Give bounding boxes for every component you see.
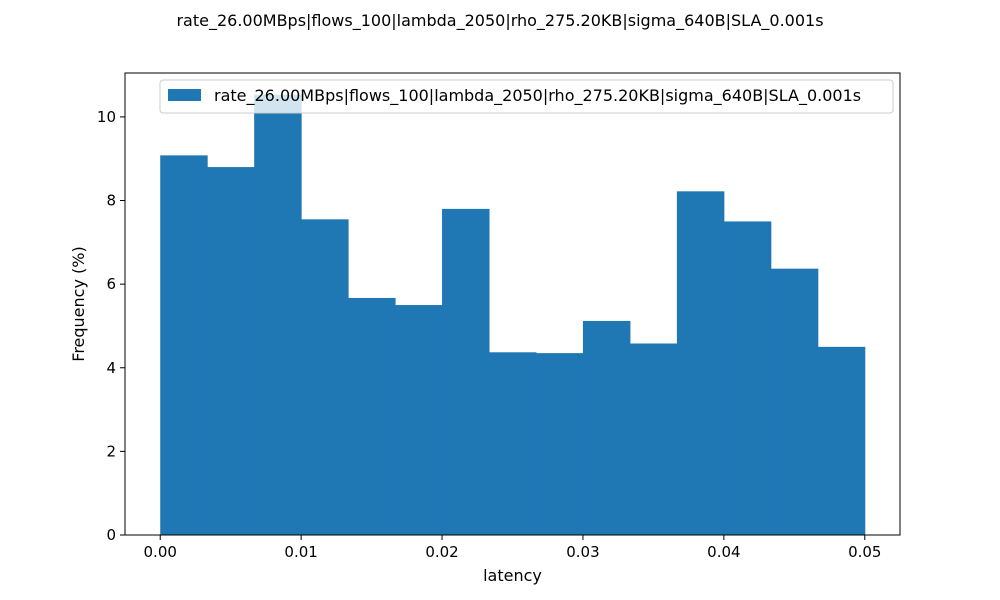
legend-label: rate_26.00MBps|flows_100|lambda_2050|rho… <box>214 86 861 106</box>
legend-swatch <box>168 89 201 101</box>
histogram-bar <box>676 191 725 535</box>
histogram-bar <box>817 346 866 535</box>
x-tick-label: 0.01 <box>284 543 317 561</box>
plot-frame <box>124 72 901 536</box>
histogram-bar <box>582 320 631 535</box>
histogram-bar <box>723 221 772 535</box>
x-axis-ticks: 0.00 0.01 0.02 0.03 0.04 0.05 <box>144 535 881 561</box>
y-axis-ticks: 0 2 4 6 8 10 <box>97 108 125 544</box>
histogram-bar <box>489 352 537 535</box>
y-axis-label: Frequency (%) <box>69 246 88 361</box>
histogram-bar <box>207 167 255 536</box>
histogram-bar <box>770 268 819 535</box>
y-tick-label: 2 <box>106 442 116 460</box>
chart-title: rate_26.00MBps|flows_100|lambda_2050|rho… <box>176 11 823 31</box>
x-tick-label: 0.02 <box>425 543 458 561</box>
histogram-bar <box>395 305 443 535</box>
x-tick-label: 0.05 <box>848 543 881 561</box>
legend: rate_26.00MBps|flows_100|lambda_2050|rho… <box>159 79 894 114</box>
histogram-bar <box>160 155 208 536</box>
y-tick-label: 0 <box>106 526 116 544</box>
x-tick-label: 0.00 <box>144 543 177 561</box>
y-tick-label: 10 <box>97 108 116 126</box>
legend-box <box>159 79 894 114</box>
y-tick-label: 8 <box>106 192 116 210</box>
y-tick-label: 6 <box>106 275 116 293</box>
histogram-bar <box>348 297 396 535</box>
x-tick-label: 0.03 <box>566 543 599 561</box>
x-tick-label: 0.04 <box>707 543 740 561</box>
y-tick-label: 4 <box>106 359 116 377</box>
bars-group <box>160 94 866 536</box>
histogram-bar <box>301 219 349 535</box>
histogram-bar <box>629 343 678 535</box>
histogram-bar <box>535 353 584 535</box>
x-axis-label: latency <box>483 566 542 585</box>
histogram-bar <box>254 94 302 535</box>
histogram-bar <box>442 208 490 535</box>
